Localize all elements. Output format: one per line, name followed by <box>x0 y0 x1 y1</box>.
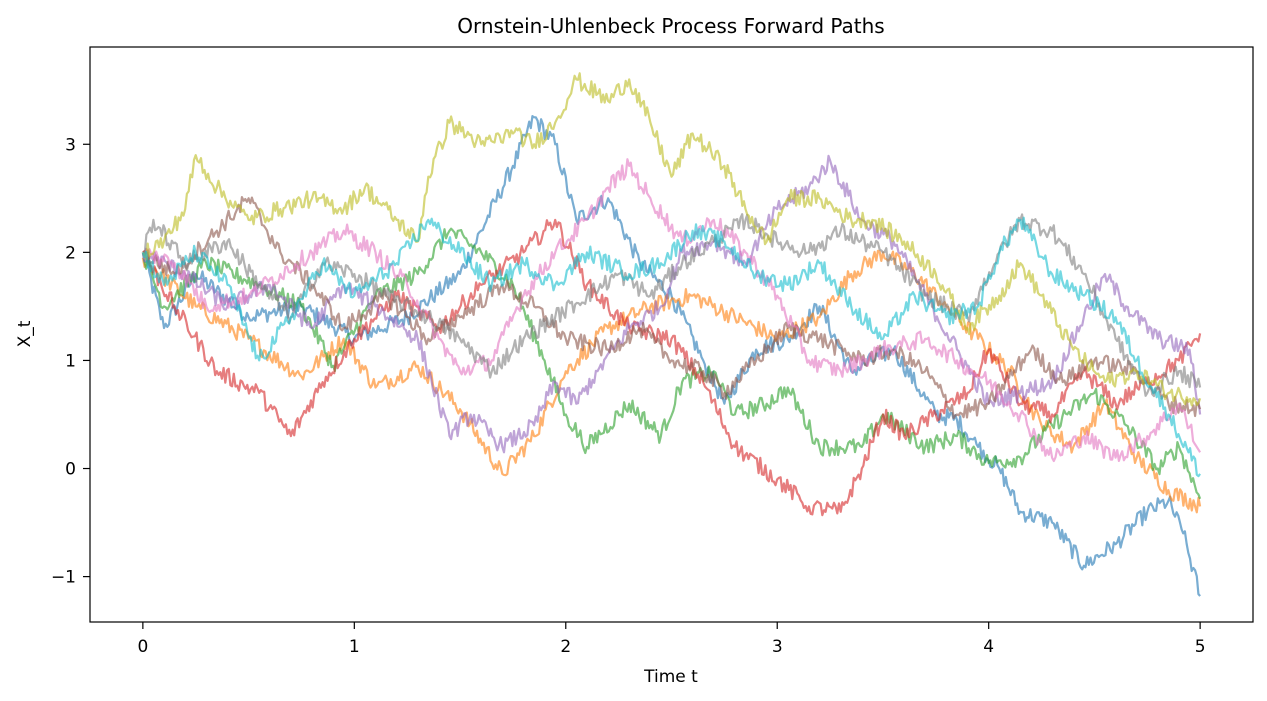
chart-title: Ornstein-Uhlenbeck Process Forward Paths <box>457 14 884 38</box>
x-tick-label: 0 <box>137 637 148 657</box>
plot-lines <box>141 72 1202 597</box>
x-tick-label: 3 <box>772 637 783 657</box>
x-tick-label: 5 <box>1195 637 1206 657</box>
y-tick-label: 1 <box>65 351 76 371</box>
series-line-7 <box>141 158 1202 463</box>
series-line-6 <box>142 196 1202 420</box>
y-tick-label: 0 <box>65 460 76 480</box>
y-tick-label: 3 <box>65 135 76 155</box>
series-line-3 <box>141 227 1202 500</box>
series-line-9 <box>141 72 1202 407</box>
x-tick-label: 4 <box>983 637 994 657</box>
x-axis-label: Time t <box>643 667 698 687</box>
y-axis: −1 0 1 2 3 <box>51 135 90 588</box>
y-tick-label: 2 <box>65 243 76 263</box>
series-line-10 <box>141 216 1201 478</box>
plot-frame <box>89 46 1254 623</box>
y-tick-label: −1 <box>51 568 76 588</box>
x-tick-label: 2 <box>560 637 571 657</box>
x-tick-label: 1 <box>349 637 360 657</box>
y-axis-label: X_t <box>15 320 35 347</box>
x-axis: 0 1 2 3 4 5 <box>137 622 1206 657</box>
